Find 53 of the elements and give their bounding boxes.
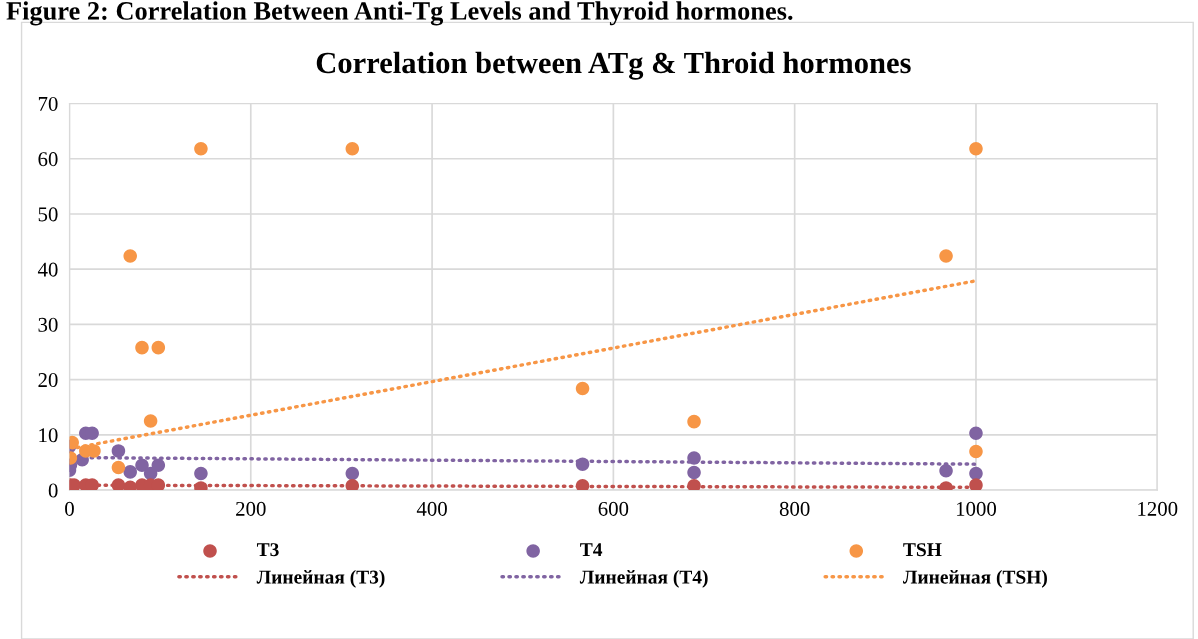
point xyxy=(969,478,983,491)
x-tick-label: 200 xyxy=(236,501,266,516)
point xyxy=(111,478,126,491)
y-tick-label: 30 xyxy=(38,317,58,332)
point xyxy=(969,444,983,459)
point xyxy=(345,478,360,491)
x-tick-label: 0 xyxy=(65,501,74,516)
y-tick-label: 60 xyxy=(38,152,58,167)
point xyxy=(687,451,701,465)
legend-label: Линейная (TSH) xyxy=(902,570,1047,588)
point xyxy=(135,340,149,355)
point xyxy=(939,249,953,263)
legend-label: TSH xyxy=(903,543,942,557)
point xyxy=(345,142,360,156)
point xyxy=(969,142,983,156)
point xyxy=(939,464,953,478)
x-tick-label: 1000 xyxy=(956,501,997,516)
y-tick-label: 0 xyxy=(48,483,58,498)
point xyxy=(111,460,126,475)
legend-label: T3 xyxy=(256,543,279,557)
x-tick-label: 800 xyxy=(779,501,810,516)
point xyxy=(969,426,983,440)
point xyxy=(575,457,590,471)
point xyxy=(151,458,166,473)
y-tick-label: 50 xyxy=(38,207,58,222)
x-tick-label: 400 xyxy=(416,501,447,516)
point xyxy=(345,466,360,481)
point xyxy=(151,340,166,355)
y-tick-label: 40 xyxy=(37,262,58,277)
x-tick-label: 600 xyxy=(598,501,629,516)
point xyxy=(194,142,208,156)
point xyxy=(194,466,208,481)
point xyxy=(687,465,701,480)
legend-label: T4 xyxy=(580,543,603,557)
y-tick-label: 10 xyxy=(39,428,58,443)
point xyxy=(575,381,590,396)
legend-label: Линейная (T4) xyxy=(579,570,708,588)
point xyxy=(123,465,137,479)
point xyxy=(687,414,701,429)
chart-title: Correlation between ATg & Throid hormones xyxy=(316,51,911,80)
point xyxy=(969,466,983,481)
caption: Figure 2: Correlation Between Anti-Tg Levels and Thyroid hormones. xyxy=(6,1,793,26)
x-tick-label: 1200 xyxy=(1138,501,1178,516)
point xyxy=(575,478,590,491)
point xyxy=(135,458,149,473)
point xyxy=(111,444,126,458)
point xyxy=(687,478,701,491)
point xyxy=(123,249,137,263)
y-tick-label: 20 xyxy=(38,373,58,388)
legend-label: Линейная (T3) xyxy=(256,570,385,588)
point xyxy=(87,444,101,458)
point xyxy=(143,414,158,428)
y-tick-label: 70 xyxy=(38,96,58,111)
